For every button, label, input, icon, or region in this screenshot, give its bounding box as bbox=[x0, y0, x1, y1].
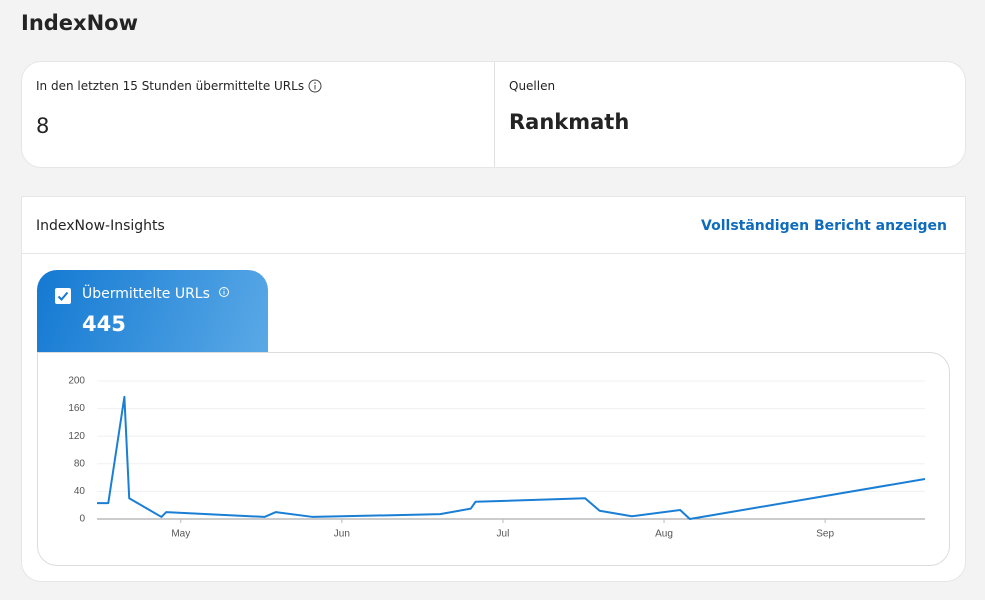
x-tick-label: Sep bbox=[816, 529, 834, 540]
stats-card: In den letzten 15 Stunden übermittelte U… bbox=[21, 61, 966, 168]
y-tick-label: 40 bbox=[74, 486, 86, 497]
stat-value: Rankmath bbox=[509, 110, 630, 134]
x-tick-label: Jun bbox=[334, 529, 350, 540]
checkbox[interactable] bbox=[55, 288, 71, 304]
stat-label: Quellen bbox=[509, 79, 556, 93]
metric-label-text: Übermittelte URLs bbox=[82, 286, 210, 302]
x-tick-label: Aug bbox=[655, 529, 673, 540]
metric-tab[interactable]: Übermittelte URLs 445 bbox=[37, 270, 268, 352]
line bbox=[97, 395, 926, 520]
stat-label-text: In den letzten 15 Stunden übermittelte U… bbox=[36, 79, 305, 93]
metric-label: Übermittelte URLs bbox=[82, 286, 230, 302]
insights-title: IndexNow-Insights bbox=[36, 218, 165, 234]
y-tick-label: 80 bbox=[74, 458, 86, 469]
report-link[interactable]: Vollständigen Bericht anzeigen bbox=[701, 218, 947, 234]
x-tick-label: May bbox=[171, 529, 190, 540]
chart: 0 40 80 120 160 200 May Jun Jul Aug Sep bbox=[68, 376, 926, 540]
y-tick-label: 160 bbox=[68, 403, 85, 414]
page-title: IndexNow bbox=[21, 11, 138, 35]
metric-value: 445 bbox=[82, 312, 126, 336]
divider bbox=[494, 62, 495, 167]
stat-label: In den letzten 15 Stunden übermittelte U… bbox=[36, 79, 322, 93]
stat-value: 8 bbox=[36, 114, 50, 138]
header-divider bbox=[22, 253, 965, 254]
info-icon[interactable] bbox=[218, 286, 230, 298]
y-tick-label: 120 bbox=[68, 431, 85, 442]
info-icon[interactable] bbox=[308, 79, 322, 93]
y-tick-label: 200 bbox=[68, 376, 85, 387]
chart-frame bbox=[37, 352, 950, 566]
y-tick-label: 0 bbox=[79, 514, 85, 525]
x-tick-label: Jul bbox=[497, 529, 510, 540]
